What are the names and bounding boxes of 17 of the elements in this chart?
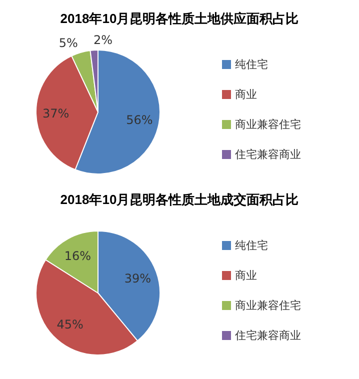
legend-label: 纯住宅 — [235, 238, 268, 252]
chart-title: 2018年10月昆明各性质土地供应面积占比 — [59, 10, 300, 28]
data-label: 5% — [58, 36, 78, 50]
data-label: 56% — [126, 112, 153, 127]
data-label: 39% — [124, 272, 152, 286]
legend-label: 商业 — [235, 88, 257, 100]
legend-label: 商业兼容住宅 — [235, 118, 301, 130]
chart-title: 2018年10月昆明各性质土地成交面积占比 — [59, 191, 300, 209]
legend-label: 商业 — [235, 268, 257, 282]
data-label: 37% — [42, 106, 70, 120]
legend-label: 住宅兼容商业 — [235, 328, 301, 342]
legend-label: 纯住宅 — [235, 58, 268, 70]
legend-label: 住宅兼容商业 — [235, 148, 301, 160]
data-label: 16% — [64, 249, 92, 264]
data-label: 45% — [56, 318, 84, 332]
data-label: 2% — [93, 33, 113, 48]
legend-label: 商业兼容住宅 — [235, 298, 301, 312]
